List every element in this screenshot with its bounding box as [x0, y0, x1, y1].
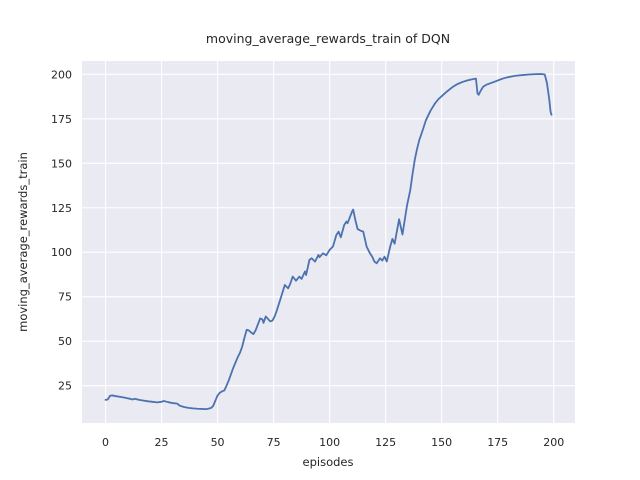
line-series-moving-average-rewards [104, 73, 553, 411]
x-tick-label: 125 [375, 436, 396, 449]
x-axis-tick-labels: 0 25 50 75 100 125 150 175 200 [102, 436, 564, 449]
y-tick-label: 25 [58, 380, 72, 393]
x-tick-label: 50 [211, 436, 225, 449]
y-tick-label: 150 [51, 157, 72, 170]
y-axis-label: moving_average_rewards_train [16, 152, 30, 332]
x-tick-label: 0 [102, 436, 109, 449]
x-tick-label: 175 [487, 436, 508, 449]
y-tick-label: 200 [51, 68, 72, 81]
x-tick-label: 75 [267, 436, 281, 449]
x-axis-label: episodes [303, 455, 354, 469]
y-axis-tick-labels: 25 50 75 100 125 150 175 200 [51, 68, 72, 392]
x-tick-label: 25 [155, 436, 169, 449]
y-tick-label: 100 [51, 246, 72, 259]
x-tick-label: 200 [543, 436, 564, 449]
y-tick-label: 50 [58, 335, 72, 348]
y-tick-label: 175 [51, 113, 72, 126]
x-tick-label: 100 [319, 436, 340, 449]
y-tick-label: 75 [58, 291, 72, 304]
plot-area [82, 61, 575, 423]
x-tick-label: 150 [431, 436, 452, 449]
gridlines [82, 61, 575, 423]
chart-title: moving_average_rewards_train of DQN [206, 31, 450, 46]
y-tick-label: 125 [51, 202, 72, 215]
